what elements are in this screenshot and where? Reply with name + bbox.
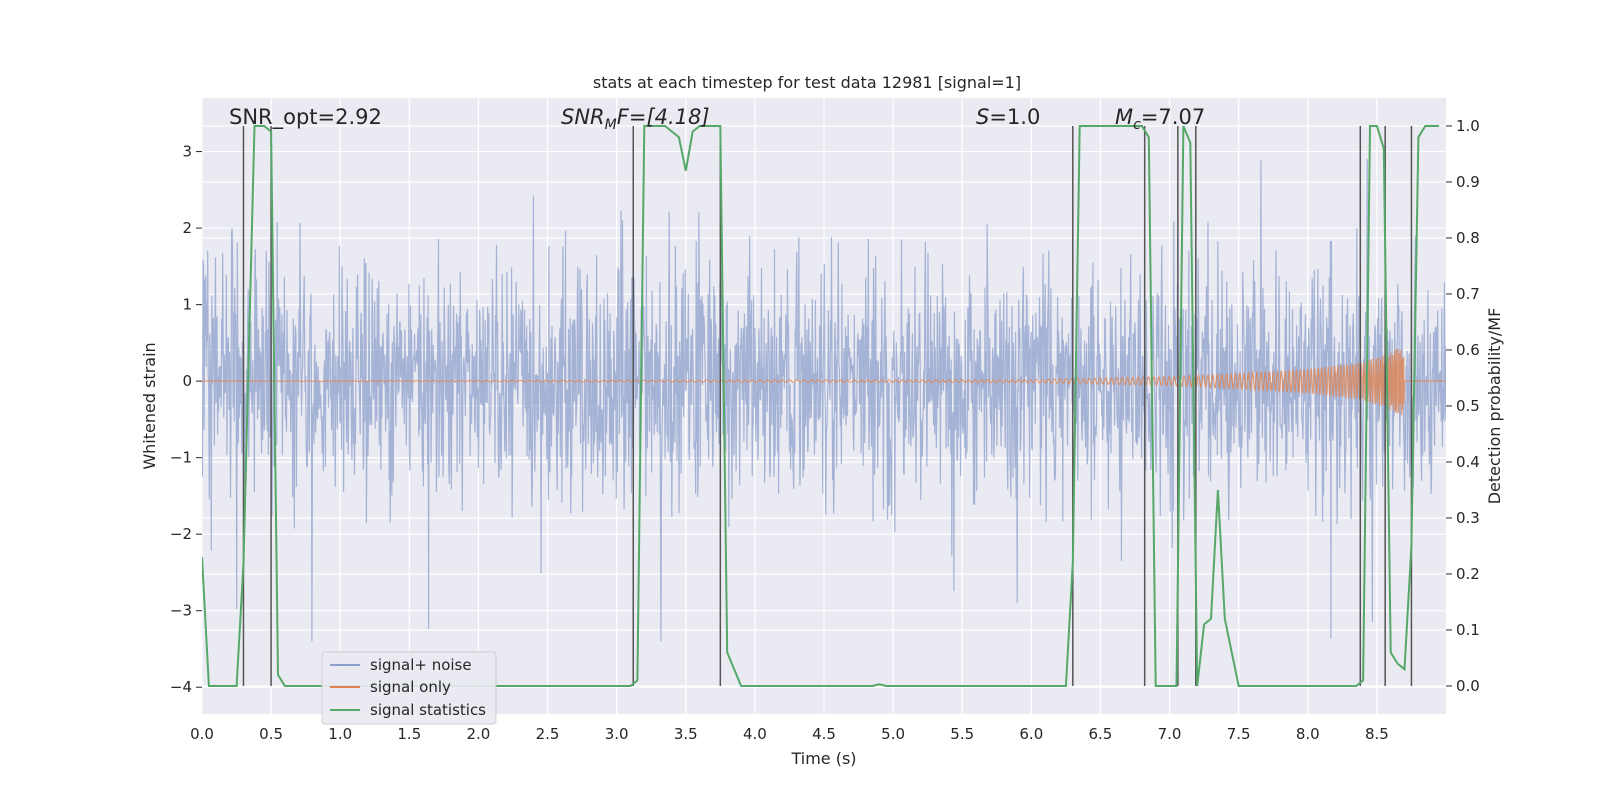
y-tick-label: 2 [182, 219, 192, 237]
right-y-tick-label: 0.3 [1456, 509, 1480, 527]
x-tick-label: 1.0 [328, 725, 352, 743]
x-tick-label: 6.5 [1089, 725, 1113, 743]
x-tick-label: 8.5 [1365, 725, 1389, 743]
x-tick-label: 8.0 [1296, 725, 1320, 743]
x-tick-label: 0.0 [190, 725, 214, 743]
annotation-snr-mf-rest: F=[4.18] [617, 105, 710, 129]
annotation-mc-sub: c [1133, 117, 1141, 133]
right-y-tick-label: 0.8 [1456, 229, 1480, 247]
y-tick-label: −4 [170, 678, 192, 696]
legend: signal+ noise signal only signal statist… [321, 651, 497, 725]
x-tick-label: 0.5 [259, 725, 283, 743]
y-tick-label: −3 [170, 602, 192, 620]
chart-title: stats at each timestep for test data 129… [593, 73, 1021, 92]
right-y-tick-label: 1.0 [1456, 117, 1480, 135]
y-tick-label: 1 [182, 296, 192, 314]
annotation-snr-mf: SNRMF=[4.18] [561, 105, 710, 133]
series-signal-only [202, 348, 1446, 416]
x-tick-label: 2.5 [536, 725, 560, 743]
x-tick-label: 3.5 [674, 725, 698, 743]
x-tick-label: 1.5 [397, 725, 421, 743]
series-signal-plus-noise [202, 159, 1446, 642]
annotation-mc-rest: =7.07 [1141, 105, 1205, 129]
y-tick-label: −1 [170, 449, 192, 467]
annotation-s-main: S [976, 105, 989, 129]
x-tick-label: 5.0 [881, 725, 905, 743]
right-y-tick-label: 0.1 [1456, 621, 1480, 639]
annotation-mc: Mc=7.07 [1115, 105, 1205, 133]
right-y-tick-label: 0.9 [1456, 173, 1480, 191]
x-tick-label: 2.0 [467, 725, 491, 743]
x-tick-label: 4.0 [743, 725, 767, 743]
x-axis-ticks: 0.0 0.5 1.0 1.5 2.0 2.5 3.0 3.5 4.0 4.5 5.0 5.5 6.0 6… [190, 725, 1389, 743]
y-tick-label: 3 [182, 143, 192, 161]
legend-label-signal: signal only [370, 678, 451, 696]
right-y-tick-label: 0.6 [1456, 341, 1480, 359]
right-y-axis-label: Detection probability/MF [1485, 308, 1504, 505]
legend-label-noise: signal+ noise [370, 656, 472, 674]
right-y-tick-label: 0.5 [1456, 397, 1480, 415]
x-tick-label: 7.5 [1227, 725, 1251, 743]
y-axis-label: Whitened strain [140, 342, 159, 469]
right-y-axis-ticks: 0.0 0.1 0.2 0.3 0.4 0.5 0.6 0.7 0.8 0.9 1.0 [1446, 117, 1480, 695]
detection-vertical-lines [242, 126, 1413, 686]
x-tick-label: 3.0 [605, 725, 629, 743]
legend-box [321, 651, 497, 725]
annotation-mc-main: M [1115, 105, 1133, 129]
x-tick-label: 4.5 [812, 725, 836, 743]
y-axis-ticks: −4 −3 −2 −1 0 1 2 3 [170, 143, 202, 696]
annotation-s-rest: =1.0 [989, 105, 1040, 129]
right-y-tick-label: 0.0 [1456, 677, 1480, 695]
x-axis-label: Time (s) [790, 749, 856, 768]
y-tick-label: 0 [182, 372, 192, 390]
legend-label-stats: signal statistics [370, 701, 486, 719]
series-signal-statistics [202, 125, 1440, 687]
annotation-snr-mf-sub: M [605, 117, 617, 133]
right-y-tick-label: 0.4 [1456, 453, 1480, 471]
annotation-s: S=1.0 [976, 105, 1040, 129]
x-tick-label: 5.5 [950, 725, 974, 743]
right-y-tick-label: 0.7 [1456, 285, 1480, 303]
x-tick-label: 7.0 [1158, 725, 1182, 743]
y-tick-label: −2 [170, 525, 192, 543]
annotation-snr-mf-main: SNR [561, 105, 605, 129]
x-tick-label: 6.0 [1019, 725, 1043, 743]
right-y-tick-label: 0.2 [1456, 565, 1480, 583]
annotation-snr-opt: SNR_opt=2.92 [229, 105, 382, 130]
